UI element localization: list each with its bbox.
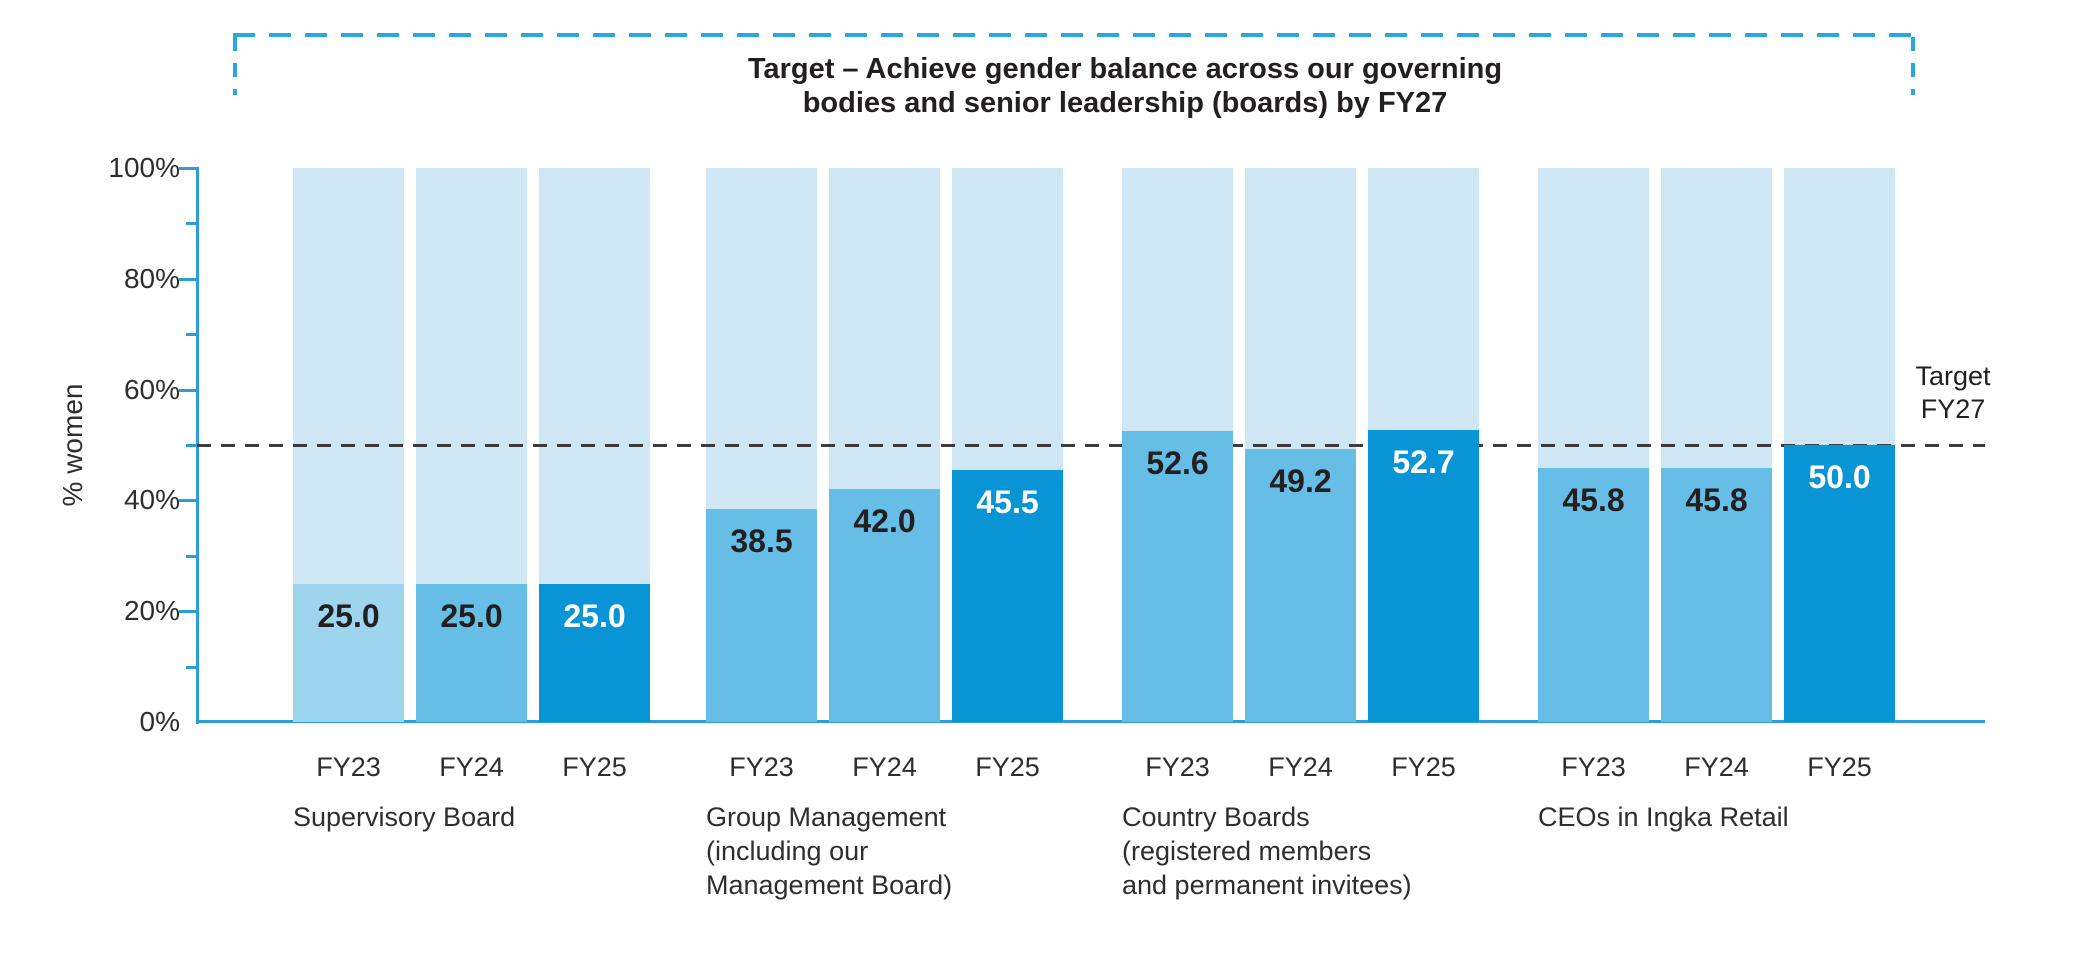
x-tick-label: FY23 bbox=[316, 752, 381, 782]
target-bracket-right-drop bbox=[1911, 37, 1915, 95]
y-minor-tick bbox=[186, 665, 197, 669]
target-bracket-top bbox=[233, 33, 1915, 37]
bar-fy24 bbox=[416, 583, 527, 722]
y-tick-label: 100% bbox=[108, 152, 180, 183]
x-tick-label: FY25 bbox=[1807, 752, 1872, 782]
bar-value-label: 52.6 bbox=[1146, 444, 1209, 481]
y-tick-label: 80% bbox=[123, 262, 180, 294]
y-tick-label: 60% bbox=[123, 373, 180, 405]
bar-fy23 bbox=[293, 583, 404, 722]
bar-value-label: 52.7 bbox=[1392, 444, 1455, 481]
bar-value-label: 49.2 bbox=[1269, 463, 1332, 500]
group-label: Country Boards (registered members and p… bbox=[1122, 802, 1412, 900]
x-tick-label: FY23 bbox=[1561, 752, 1626, 782]
bar-fy25 bbox=[952, 469, 1063, 722]
y-major-tick bbox=[179, 277, 197, 281]
x-tick-label: FY25 bbox=[562, 752, 627, 782]
group-label: Group Management (including our Manageme… bbox=[706, 802, 953, 900]
bar-value-label: 42.0 bbox=[853, 503, 916, 540]
chart-title: Target – Achieve gender balance across o… bbox=[747, 53, 1503, 119]
bar-value-label: 38.5 bbox=[730, 522, 793, 559]
y-minor-tick bbox=[186, 222, 197, 226]
x-tick-label: FY24 bbox=[1268, 752, 1333, 782]
y-tick-label: 40% bbox=[123, 484, 180, 516]
bar-fy25 bbox=[1784, 445, 1895, 722]
y-major-tick bbox=[179, 388, 197, 392]
bar-value-label: 45.8 bbox=[1562, 482, 1625, 519]
bar-fy23 bbox=[1122, 430, 1233, 722]
y-major-tick bbox=[179, 167, 197, 170]
bar-fy25 bbox=[539, 583, 650, 722]
bar-value-label: 50.0 bbox=[1808, 459, 1871, 495]
y-major-tick bbox=[179, 610, 197, 614]
bar-value-label: 45.5 bbox=[976, 483, 1039, 520]
x-tick-label: FY24 bbox=[439, 752, 504, 782]
bar-value-label: 25.0 bbox=[440, 597, 503, 634]
bar-fy24 bbox=[829, 489, 940, 722]
bar-fy23 bbox=[706, 508, 817, 722]
bar-fy24 bbox=[1245, 449, 1356, 722]
bar-fy25 bbox=[1368, 430, 1479, 722]
y-major-tick bbox=[179, 499, 197, 503]
x-axis-line bbox=[196, 720, 1985, 723]
bar-value-label: 45.8 bbox=[1685, 482, 1748, 519]
group-label: CEOs in Ingka Retail bbox=[1538, 802, 1789, 832]
y-tick-label: 0% bbox=[139, 706, 180, 737]
x-tick-label: FY25 bbox=[975, 752, 1040, 782]
bar-fy24 bbox=[1661, 468, 1772, 722]
x-tick-label: FY23 bbox=[729, 752, 794, 782]
target-line bbox=[197, 444, 1985, 447]
x-tick-label: FY24 bbox=[852, 752, 917, 782]
bar-value-label: 25.0 bbox=[563, 597, 626, 634]
y-tick-label: 20% bbox=[123, 595, 180, 627]
y-minor-tick bbox=[186, 444, 197, 447]
group-label: Supervisory Board bbox=[293, 802, 516, 832]
x-tick-label: FY24 bbox=[1684, 752, 1749, 782]
bar-value-label: 25.0 bbox=[317, 597, 380, 634]
x-tick-label: FY25 bbox=[1391, 752, 1456, 782]
y-minor-tick bbox=[186, 333, 197, 337]
bar-fy23 bbox=[1538, 468, 1649, 722]
target-bracket-left-drop bbox=[233, 37, 237, 95]
y-minor-tick bbox=[186, 554, 197, 558]
target-line-label: Target FY27 bbox=[1915, 361, 1991, 424]
x-tick-label: FY23 bbox=[1145, 752, 1210, 782]
